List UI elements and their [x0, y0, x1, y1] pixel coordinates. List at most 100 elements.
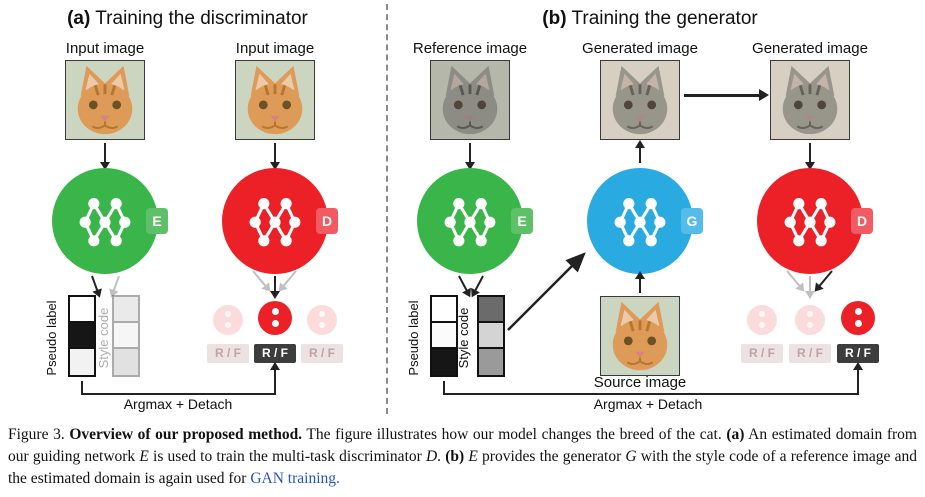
discriminator-badge-b: D	[851, 208, 873, 234]
rf-head-circle-left-ghost-b	[747, 305, 777, 335]
encoder-circle-b	[417, 168, 523, 274]
reference-image-photo	[430, 60, 510, 140]
generated-image-photo-2	[770, 60, 850, 140]
rf-head-circle-right-ghost-a	[307, 305, 337, 335]
style-code-to-generator-arrow	[507, 252, 586, 331]
cat-photo-icon	[236, 61, 314, 139]
source-to-generator-arrow	[635, 271, 645, 293]
caption-segment: The figure illustrates how our model cha…	[302, 426, 727, 443]
pseudo-cell	[70, 323, 94, 349]
panel-b-title-prefix: (b)	[542, 8, 567, 29]
encoder-circle-a	[52, 168, 158, 274]
encoder-to-pseudo-arrow-b	[458, 275, 468, 292]
network-icon	[444, 198, 496, 247]
output-dot	[854, 308, 862, 315]
generated-image-label-2: Generated image	[752, 40, 868, 57]
input-image-photo-1	[65, 60, 145, 140]
output-dot	[319, 322, 325, 328]
pseudo-cell	[432, 323, 456, 349]
output-dot	[319, 311, 325, 317]
style-code-text-a-ghost: Style code	[96, 307, 111, 369]
output-dot	[854, 320, 862, 327]
style-code-stack-b	[477, 295, 505, 377]
caption-segment: G	[625, 448, 637, 465]
caption-segment: with the style code of a reference image…	[8, 448, 917, 487]
output-dot	[225, 311, 231, 317]
generated-to-discriminator-arrow	[805, 143, 815, 170]
generator-circle-b	[587, 168, 693, 274]
output-dot	[759, 322, 765, 328]
output-dot	[807, 322, 813, 328]
cat-photo-icon	[431, 61, 509, 139]
style-cell	[114, 349, 138, 375]
discriminator-circle-a	[222, 168, 328, 274]
discriminator-badge-a: D	[316, 208, 338, 234]
encoder-to-style-arrow-a-ghost	[112, 275, 120, 292]
rf-box-center-ghost-b: R / F	[789, 344, 831, 363]
output-dot	[807, 311, 813, 317]
cat-photo-icon	[66, 61, 144, 139]
encoder-badge-a: E	[146, 208, 168, 234]
argmax-up-arrow-a	[270, 362, 280, 394]
input-image-photo-2	[235, 60, 315, 140]
pseudo-label-text-b: Pseudo label	[406, 300, 421, 376]
panel-b-title: (b) Training the generator	[470, 8, 830, 30]
panel-a-title-text: Training the discriminator	[95, 8, 308, 29]
argmax-line-a	[81, 393, 276, 395]
caption-segment: .	[437, 448, 446, 465]
source-image-photo	[600, 296, 680, 376]
caption-segment: (a)	[726, 426, 745, 443]
rf-head-circle-left-ghost-a	[213, 305, 243, 335]
cat-photo-icon	[601, 297, 679, 375]
encoder-to-style-arrow-b	[474, 275, 484, 292]
pseudo-cell	[70, 297, 94, 323]
network-icon	[79, 198, 131, 247]
rf-head-circle-center-ghost-b	[795, 305, 825, 335]
output-dot	[271, 308, 279, 315]
argmax-line-b	[443, 393, 859, 395]
rf-box-right-ghost-a: R / F	[301, 344, 343, 363]
panel-b-title-text: Training the generator	[571, 8, 758, 29]
encoder-badge-b: E	[511, 208, 533, 234]
rf-box-active-b: R / F	[837, 344, 879, 363]
style-cell	[479, 297, 503, 323]
panel-separator	[386, 4, 388, 414]
reference-to-encoder-arrow	[465, 143, 475, 170]
generated-image-label-1: Generated image	[582, 40, 698, 57]
input2-to-discriminator-arrow	[270, 143, 280, 170]
generator-to-generated-arrow	[635, 140, 645, 163]
caption-segment: provides the generator	[477, 448, 626, 465]
rf-head-circle-active-a	[258, 301, 292, 335]
network-icon	[249, 198, 301, 247]
encoder-to-pseudo-arrow-a	[91, 275, 99, 292]
argmax-up-arrow-b	[853, 362, 863, 394]
discriminator-fan-center-a	[270, 276, 280, 299]
panel-a-title-prefix: (a)	[67, 8, 91, 29]
network-icon	[614, 198, 666, 247]
discriminator-circle-b	[757, 168, 863, 274]
argmax-line-a	[81, 381, 83, 395]
style-code-text-b: Style code	[456, 307, 471, 369]
caption-segment: An estimated domain from our guiding net…	[8, 426, 917, 465]
argmax-detach-label-b: Argmax + Detach	[593, 396, 703, 412]
cat-photo-icon	[601, 61, 679, 139]
pseudo-cell	[70, 349, 94, 375]
caption-segment: Overview of our proposed method.	[69, 426, 303, 443]
argmax-line-b	[443, 381, 445, 395]
pseudo-cell	[432, 297, 456, 323]
network-icon	[784, 198, 836, 247]
input-image-label-1: Input image	[65, 40, 145, 57]
caption-segment: E	[468, 448, 478, 465]
style-cell	[114, 323, 138, 349]
caption-segment: (b)	[445, 448, 465, 465]
input1-to-encoder-arrow	[100, 143, 110, 170]
panel-a-title: (a) Training the discriminator	[25, 8, 350, 30]
output-dot	[759, 311, 765, 317]
style-cell	[114, 297, 138, 323]
caption-segment: D	[425, 448, 438, 465]
caption-segment: E	[139, 448, 149, 465]
source-image-label: Source image	[593, 374, 687, 391]
output-dot	[271, 320, 279, 327]
style-cell	[479, 349, 503, 375]
cat-photo-icon	[771, 61, 849, 139]
